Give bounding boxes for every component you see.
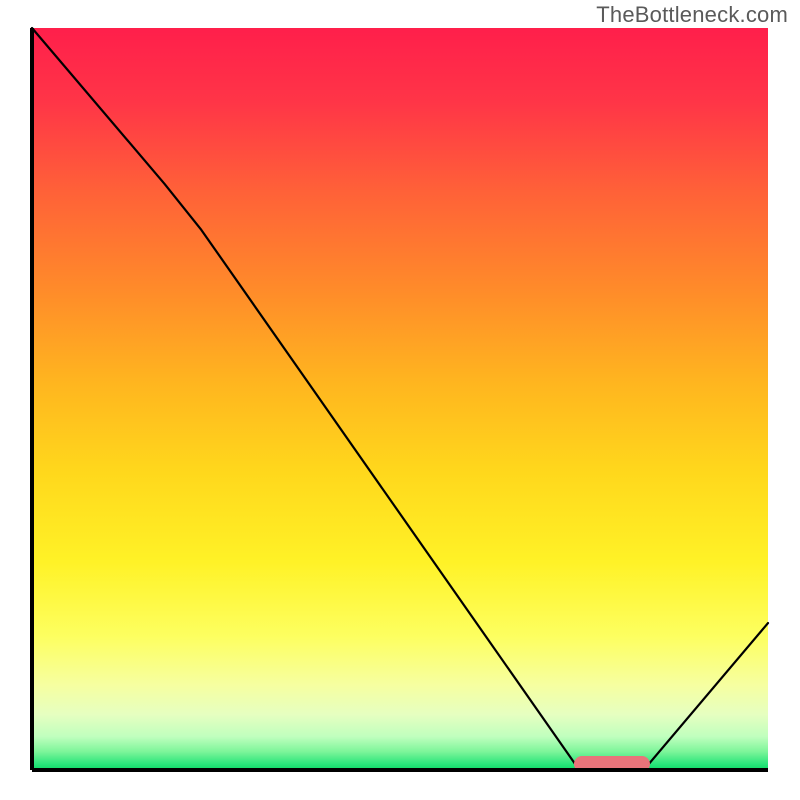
- gradient-background: [32, 28, 768, 770]
- watermark-text: TheBottleneck.com: [596, 2, 788, 28]
- bottleneck-chart: [0, 0, 800, 800]
- chart-container: TheBottleneck.com: [0, 0, 800, 800]
